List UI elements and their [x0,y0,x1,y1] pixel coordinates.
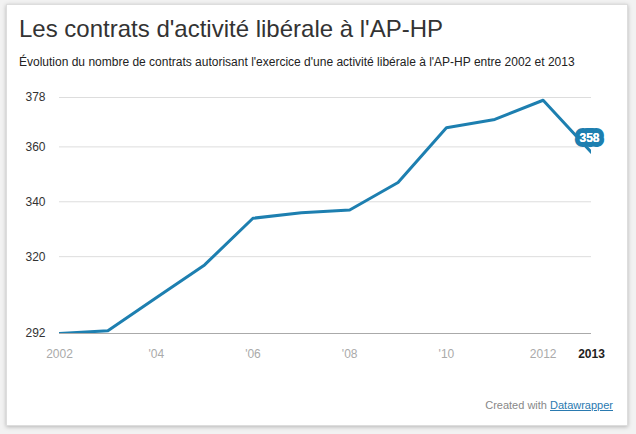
svg-text:340: 340 [25,195,45,209]
html-text:Évolution du nombre de contrat: Évolution du nombre de contrats autorisa… [19,55,575,69]
svg-text:358: 358 [579,131,599,145]
svg-text:2012: 2012 [530,347,557,361]
html-text:Created with Datawrapper: Created with Datawrapper [485,399,613,411]
svg-text:358: 358 [579,131,599,145]
svg-text:'06: '06 [245,347,261,361]
svg-text:2002: 2002 [46,347,73,361]
svg-text:'04: '04 [148,347,164,361]
svg-text:'08: '08 [342,347,358,361]
svg-text:2013: 2013 [578,347,605,361]
svg-text:320: 320 [25,250,45,264]
html-text:Les contrats d'activité libéra: Les contrats d'activité libérale à l'AP-… [19,15,443,42]
svg-text:378: 378 [25,90,45,104]
svg-text:'10: '10 [439,347,455,361]
svg-text:360: 360 [25,140,45,154]
svg-text:292: 292 [25,326,45,340]
